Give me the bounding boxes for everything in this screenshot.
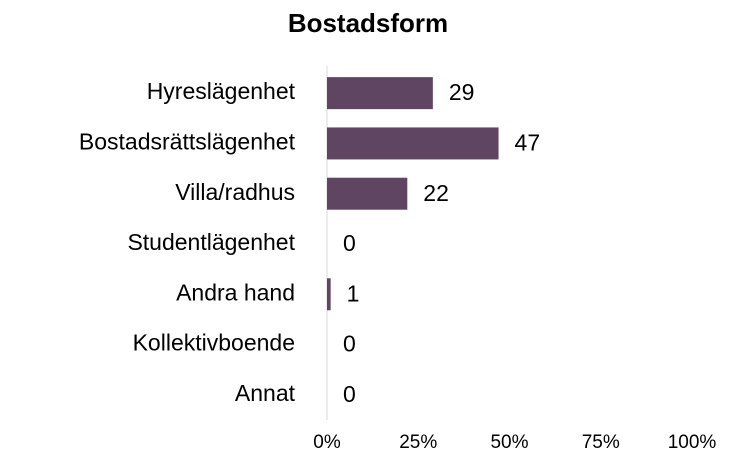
x-tick-label: 100% (668, 432, 717, 453)
x-tick-label: 75% (582, 432, 620, 453)
value-label: 22 (423, 180, 449, 206)
y-tick-label: Villa/radhus (175, 179, 295, 205)
y-tick-label: Hyreslägenhet (147, 78, 296, 104)
bar (327, 77, 433, 110)
value-label: 0 (343, 381, 356, 407)
value-label: 0 (343, 230, 356, 256)
x-tick-label: 0% (313, 432, 341, 453)
value-label: 47 (515, 130, 541, 156)
bar (327, 177, 408, 210)
value-label: 1 (347, 280, 360, 306)
x-tick-label: 50% (490, 432, 528, 453)
bar (327, 127, 499, 160)
y-tick-label: Andra hand (176, 279, 295, 305)
bar (327, 278, 331, 311)
y-tick-label: Kollektivboende (133, 330, 295, 356)
value-label: 0 (343, 331, 356, 357)
chart-title: Bostadsform (288, 8, 448, 38)
y-tick-label: Annat (235, 380, 296, 406)
x-tick-label: 25% (399, 432, 437, 453)
y-tick-label: Studentlägenhet (127, 229, 295, 255)
y-tick-label: Bostadsrättslägenhet (79, 129, 296, 155)
value-label: 29 (449, 79, 475, 105)
